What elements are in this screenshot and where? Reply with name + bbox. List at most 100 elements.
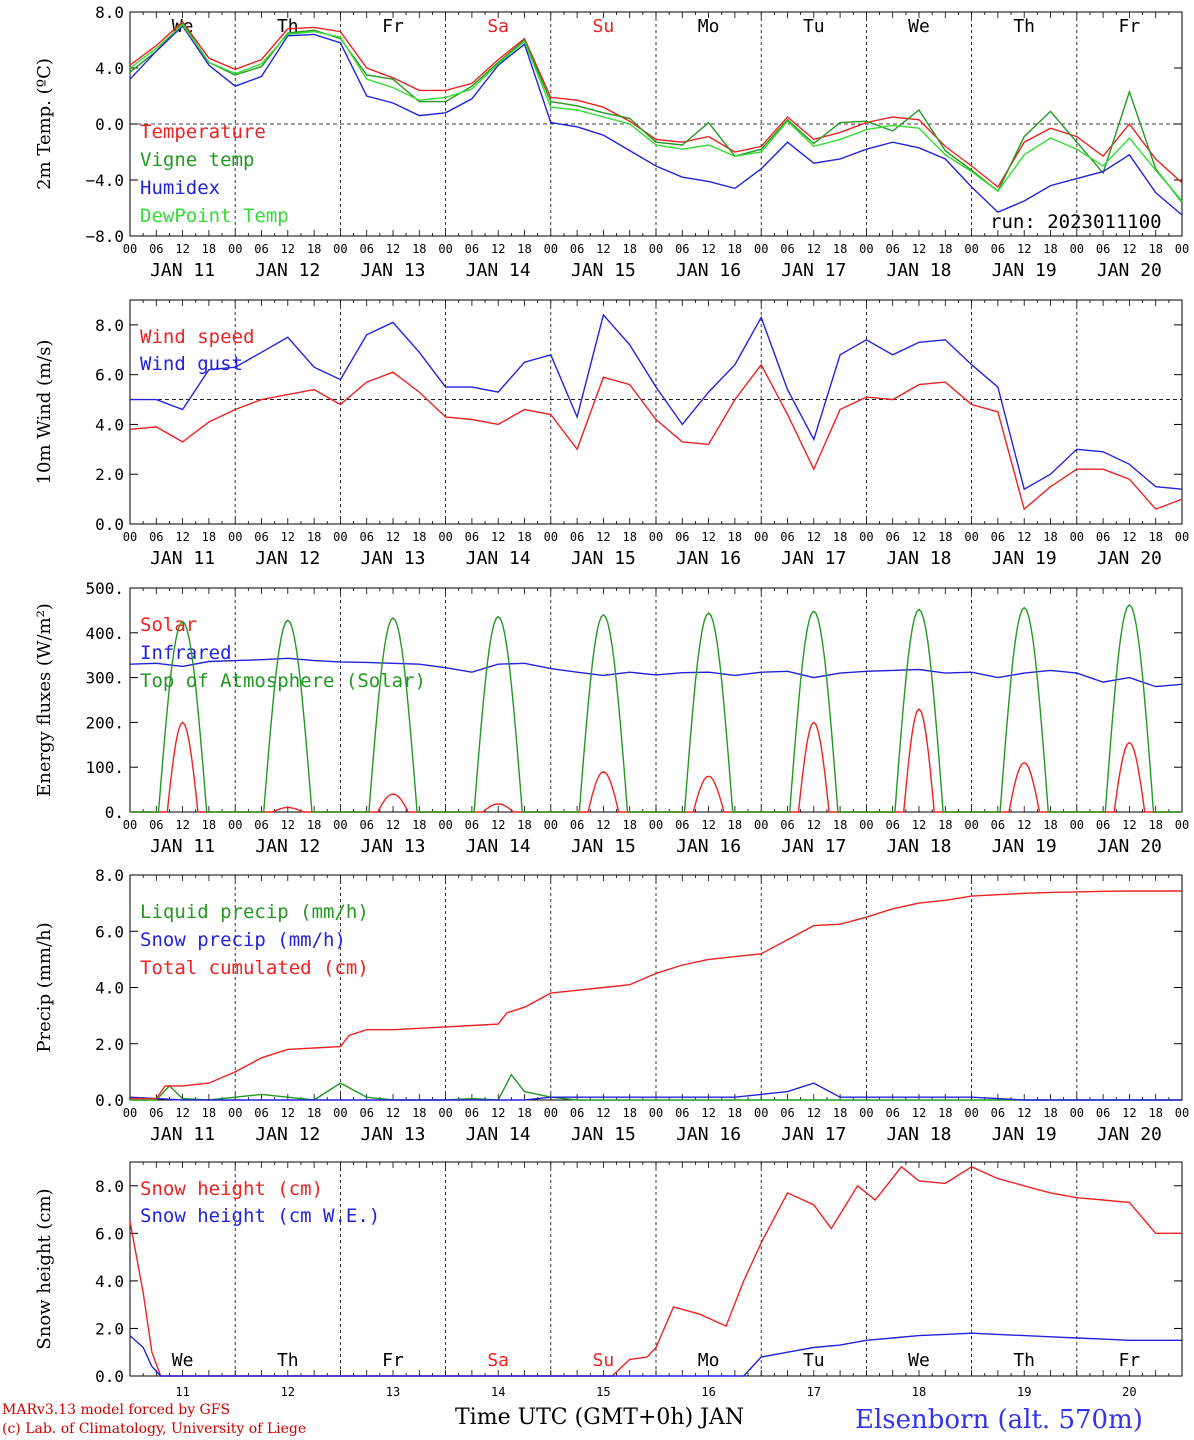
y-tick-label: −4.0 [85,171,124,190]
model-credit: MARv3.13 model forced by GFS [2,1402,230,1418]
legend-entry: DewPoint Temp [140,205,289,227]
date-label: JAN 12 [255,1124,320,1145]
weekday-label: Fr [382,16,404,37]
hour-tick-label: 06 [254,530,268,544]
y-tick-label: 8.0 [95,1177,124,1196]
hour-tick-label: 18 [307,530,321,544]
hour-tick-label: 00 [964,1106,978,1120]
hour-tick-label: 12 [281,818,295,832]
date-label: JAN 13 [360,836,425,857]
date-label: JAN 18 [886,548,951,569]
hour-tick-label: 18 [622,818,636,832]
date-label: JAN 20 [1097,260,1162,281]
hour-tick-label: 12 [596,242,610,256]
y-tick-label: 300. [85,669,124,688]
weekday-label: We [908,1350,930,1371]
day-number-label: 13 [386,1385,400,1399]
y-tick-label: 200. [85,713,124,732]
hour-tick-label: 18 [202,818,216,832]
hour-tick-label: 12 [175,242,189,256]
hour-tick-label: 12 [912,1106,926,1120]
y-tick-label: 4.0 [95,59,124,78]
hour-tick-label: 00 [859,242,873,256]
date-label: JAN 16 [676,836,741,857]
hour-tick-label: 00 [859,1106,873,1120]
hour-tick-label: 12 [175,818,189,832]
hour-tick-label: 18 [728,530,742,544]
weekday-label: Fr [1119,16,1141,37]
y-tick-label: 6.0 [95,1224,124,1243]
hour-tick-label: 06 [780,242,794,256]
y-tick-label: 8.0 [95,866,124,885]
date-label: JAN 16 [676,260,741,281]
hour-tick-label: 00 [1070,1106,1084,1120]
day-number-label: 15 [596,1385,610,1399]
run-label: run: 2023011100 [990,211,1162,233]
date-label: JAN 20 [1097,1124,1162,1145]
hour-tick-label: 12 [596,818,610,832]
hour-tick-label: 06 [254,1106,268,1120]
hour-tick-label: 00 [544,530,558,544]
hour-tick-label: 18 [307,1106,321,1120]
legend-entry: Vigne temp [140,149,254,171]
hour-tick-label: 12 [175,530,189,544]
hour-tick-label: 00 [649,530,663,544]
hour-tick-label: 00 [333,818,347,832]
date-label: JAN 17 [781,836,846,857]
hour-tick-label: 12 [491,530,505,544]
y-axis-title: 10m Wind (m/s) [34,340,55,485]
hour-tick-label: 06 [1096,818,1110,832]
hour-tick-label: 00 [333,242,347,256]
hour-tick-label: 06 [675,818,689,832]
hour-tick-label: 06 [991,530,1005,544]
day-number-label: 14 [491,1385,505,1399]
series-line-total-cumulated-cm- [130,890,1182,1100]
hour-tick-label: 06 [359,530,373,544]
hour-tick-label: 18 [202,530,216,544]
legend-entry: Temperature [140,121,266,143]
hour-tick-label: 00 [964,818,978,832]
date-label: JAN 11 [150,836,215,857]
hour-tick-label: 00 [228,530,242,544]
hour-tick-label: 12 [807,242,821,256]
date-label: JAN 12 [255,836,320,857]
hour-tick-label: 18 [938,242,952,256]
hour-tick-label: 18 [1043,242,1057,256]
legend-entry: Infrared [140,642,232,664]
weekday-label: Th [1013,1350,1035,1371]
chart-panel-1: 8.0 4.0 0.0 −4.0 −8.0 2m Temp. (ºC) 00 06 12 18 JA… [34,3,1189,281]
hour-tick-label: 12 [386,818,400,832]
hour-tick-label: 00 [859,818,873,832]
hour-tick-label: 18 [938,530,952,544]
y-tick-label: 100. [85,758,124,777]
hour-tick-label: 00 [228,242,242,256]
y-tick-label: 2.0 [95,465,124,484]
hour-tick-label: 06 [675,1106,689,1120]
hour-tick-label: 00 [438,818,452,832]
date-label: JAN 17 [781,548,846,569]
hour-tick-label: 00 [649,242,663,256]
date-label: JAN 17 [781,1124,846,1145]
y-axis-title: Precip (mm/h) [34,922,55,1052]
hour-tick-label: 12 [175,1106,189,1120]
date-label: JAN 15 [571,260,636,281]
hour-tick-label: 12 [701,818,715,832]
hour-tick-label: 06 [570,1106,584,1120]
hour-tick-label: 06 [570,242,584,256]
hour-tick-label: 12 [386,530,400,544]
hour-tick-label: 00 [1175,1106,1189,1120]
y-tick-label: 8.0 [95,3,124,22]
date-label: JAN 14 [466,836,531,857]
day-number-label: 11 [175,1385,189,1399]
date-label: JAN 14 [466,260,531,281]
hour-tick-label: 06 [465,530,479,544]
date-label: JAN 13 [360,548,425,569]
hour-tick-label: 06 [359,818,373,832]
date-label: JAN 12 [255,548,320,569]
hour-tick-label: 12 [701,242,715,256]
hour-tick-label: 00 [544,1106,558,1120]
hour-tick-label: 12 [281,242,295,256]
hour-tick-label: 18 [517,242,531,256]
hour-tick-label: 06 [885,530,899,544]
